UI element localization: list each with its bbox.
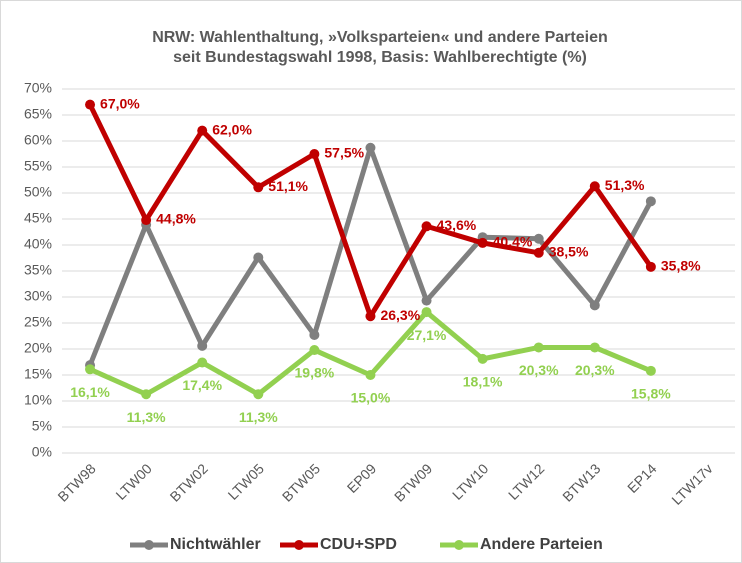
data-label: 51,3%: [605, 177, 645, 193]
data-label: 51,1%: [268, 178, 308, 194]
data-label: 20,3%: [519, 362, 559, 378]
data-label: 44,8%: [156, 211, 196, 227]
data-label: 43,6%: [437, 217, 477, 233]
y-tick-label: 60%: [24, 132, 52, 148]
y-tick-label: 25%: [24, 314, 52, 330]
y-tick-label: 65%: [24, 106, 52, 122]
y-tick-label: 45%: [24, 210, 52, 226]
point: [533, 247, 544, 258]
point: [253, 389, 264, 400]
point: [309, 329, 320, 340]
point: [589, 181, 600, 192]
data-label: 15,0%: [351, 390, 391, 406]
point: [589, 300, 600, 311]
y-tick-label: 0%: [32, 444, 52, 460]
point: [421, 221, 432, 232]
point: [645, 261, 656, 272]
point: [197, 125, 208, 136]
legend-label: Nichtwähler: [170, 536, 261, 553]
y-tick-label: 70%: [24, 80, 52, 96]
point: [421, 307, 432, 318]
point: [309, 345, 320, 356]
point: [365, 311, 376, 322]
point: [365, 142, 376, 153]
point: [309, 149, 320, 159]
data-label: 18,1%: [463, 374, 503, 390]
data-label: 15,8%: [631, 386, 671, 402]
point: [589, 342, 600, 353]
point: [533, 233, 544, 244]
point: [533, 342, 544, 353]
point: [197, 340, 208, 351]
chart-title: NRW: Wahlenthaltung, »Volksparteien« und…: [152, 29, 608, 46]
data-label: 19,8%: [295, 365, 335, 381]
y-tick-label: 35%: [24, 262, 52, 278]
data-label: 40,4%: [493, 234, 533, 250]
y-tick-label: 10%: [24, 392, 52, 408]
point: [645, 196, 656, 207]
data-label: 27,1%: [407, 327, 447, 343]
y-tick-label: 5%: [32, 418, 52, 434]
point: [197, 357, 208, 368]
point: [365, 370, 376, 380]
point: [477, 237, 488, 248]
point: [85, 364, 96, 375]
point: [477, 353, 488, 364]
data-label: 67,0%: [100, 95, 140, 111]
y-tick-label: 15%: [24, 366, 52, 382]
data-label: 26,3%: [380, 307, 420, 323]
legend-label: CDU+SPD: [320, 536, 397, 553]
y-tick-label: 50%: [24, 184, 52, 200]
legend-marker: [454, 540, 464, 550]
point: [253, 182, 264, 193]
y-tick-label: 40%: [24, 236, 52, 252]
data-label: 17,4%: [182, 377, 222, 393]
data-label: 20,3%: [575, 362, 615, 378]
data-label: 11,3%: [239, 409, 278, 425]
point: [421, 295, 432, 306]
point: [141, 215, 152, 226]
chart-subtitle: seit Bundestagswahl 1998, Basis: Wahlber…: [173, 49, 587, 66]
data-label: 35,8%: [661, 258, 701, 274]
legend-marker: [294, 540, 304, 550]
data-label: 62,0%: [212, 121, 252, 137]
data-label: 16,1%: [70, 384, 110, 400]
point: [141, 389, 152, 400]
data-label: 38,5%: [549, 244, 589, 260]
y-tick-label: 30%: [24, 288, 52, 304]
point: [645, 365, 656, 376]
point: [85, 99, 96, 110]
data-label: 11,3%: [127, 409, 166, 425]
point: [253, 252, 264, 263]
y-tick-label: 55%: [24, 158, 52, 174]
legend-marker: [144, 540, 154, 550]
y-tick-label: 20%: [24, 340, 52, 356]
legend-label: Andere Parteien: [480, 536, 603, 553]
data-label: 57,5%: [324, 145, 364, 161]
